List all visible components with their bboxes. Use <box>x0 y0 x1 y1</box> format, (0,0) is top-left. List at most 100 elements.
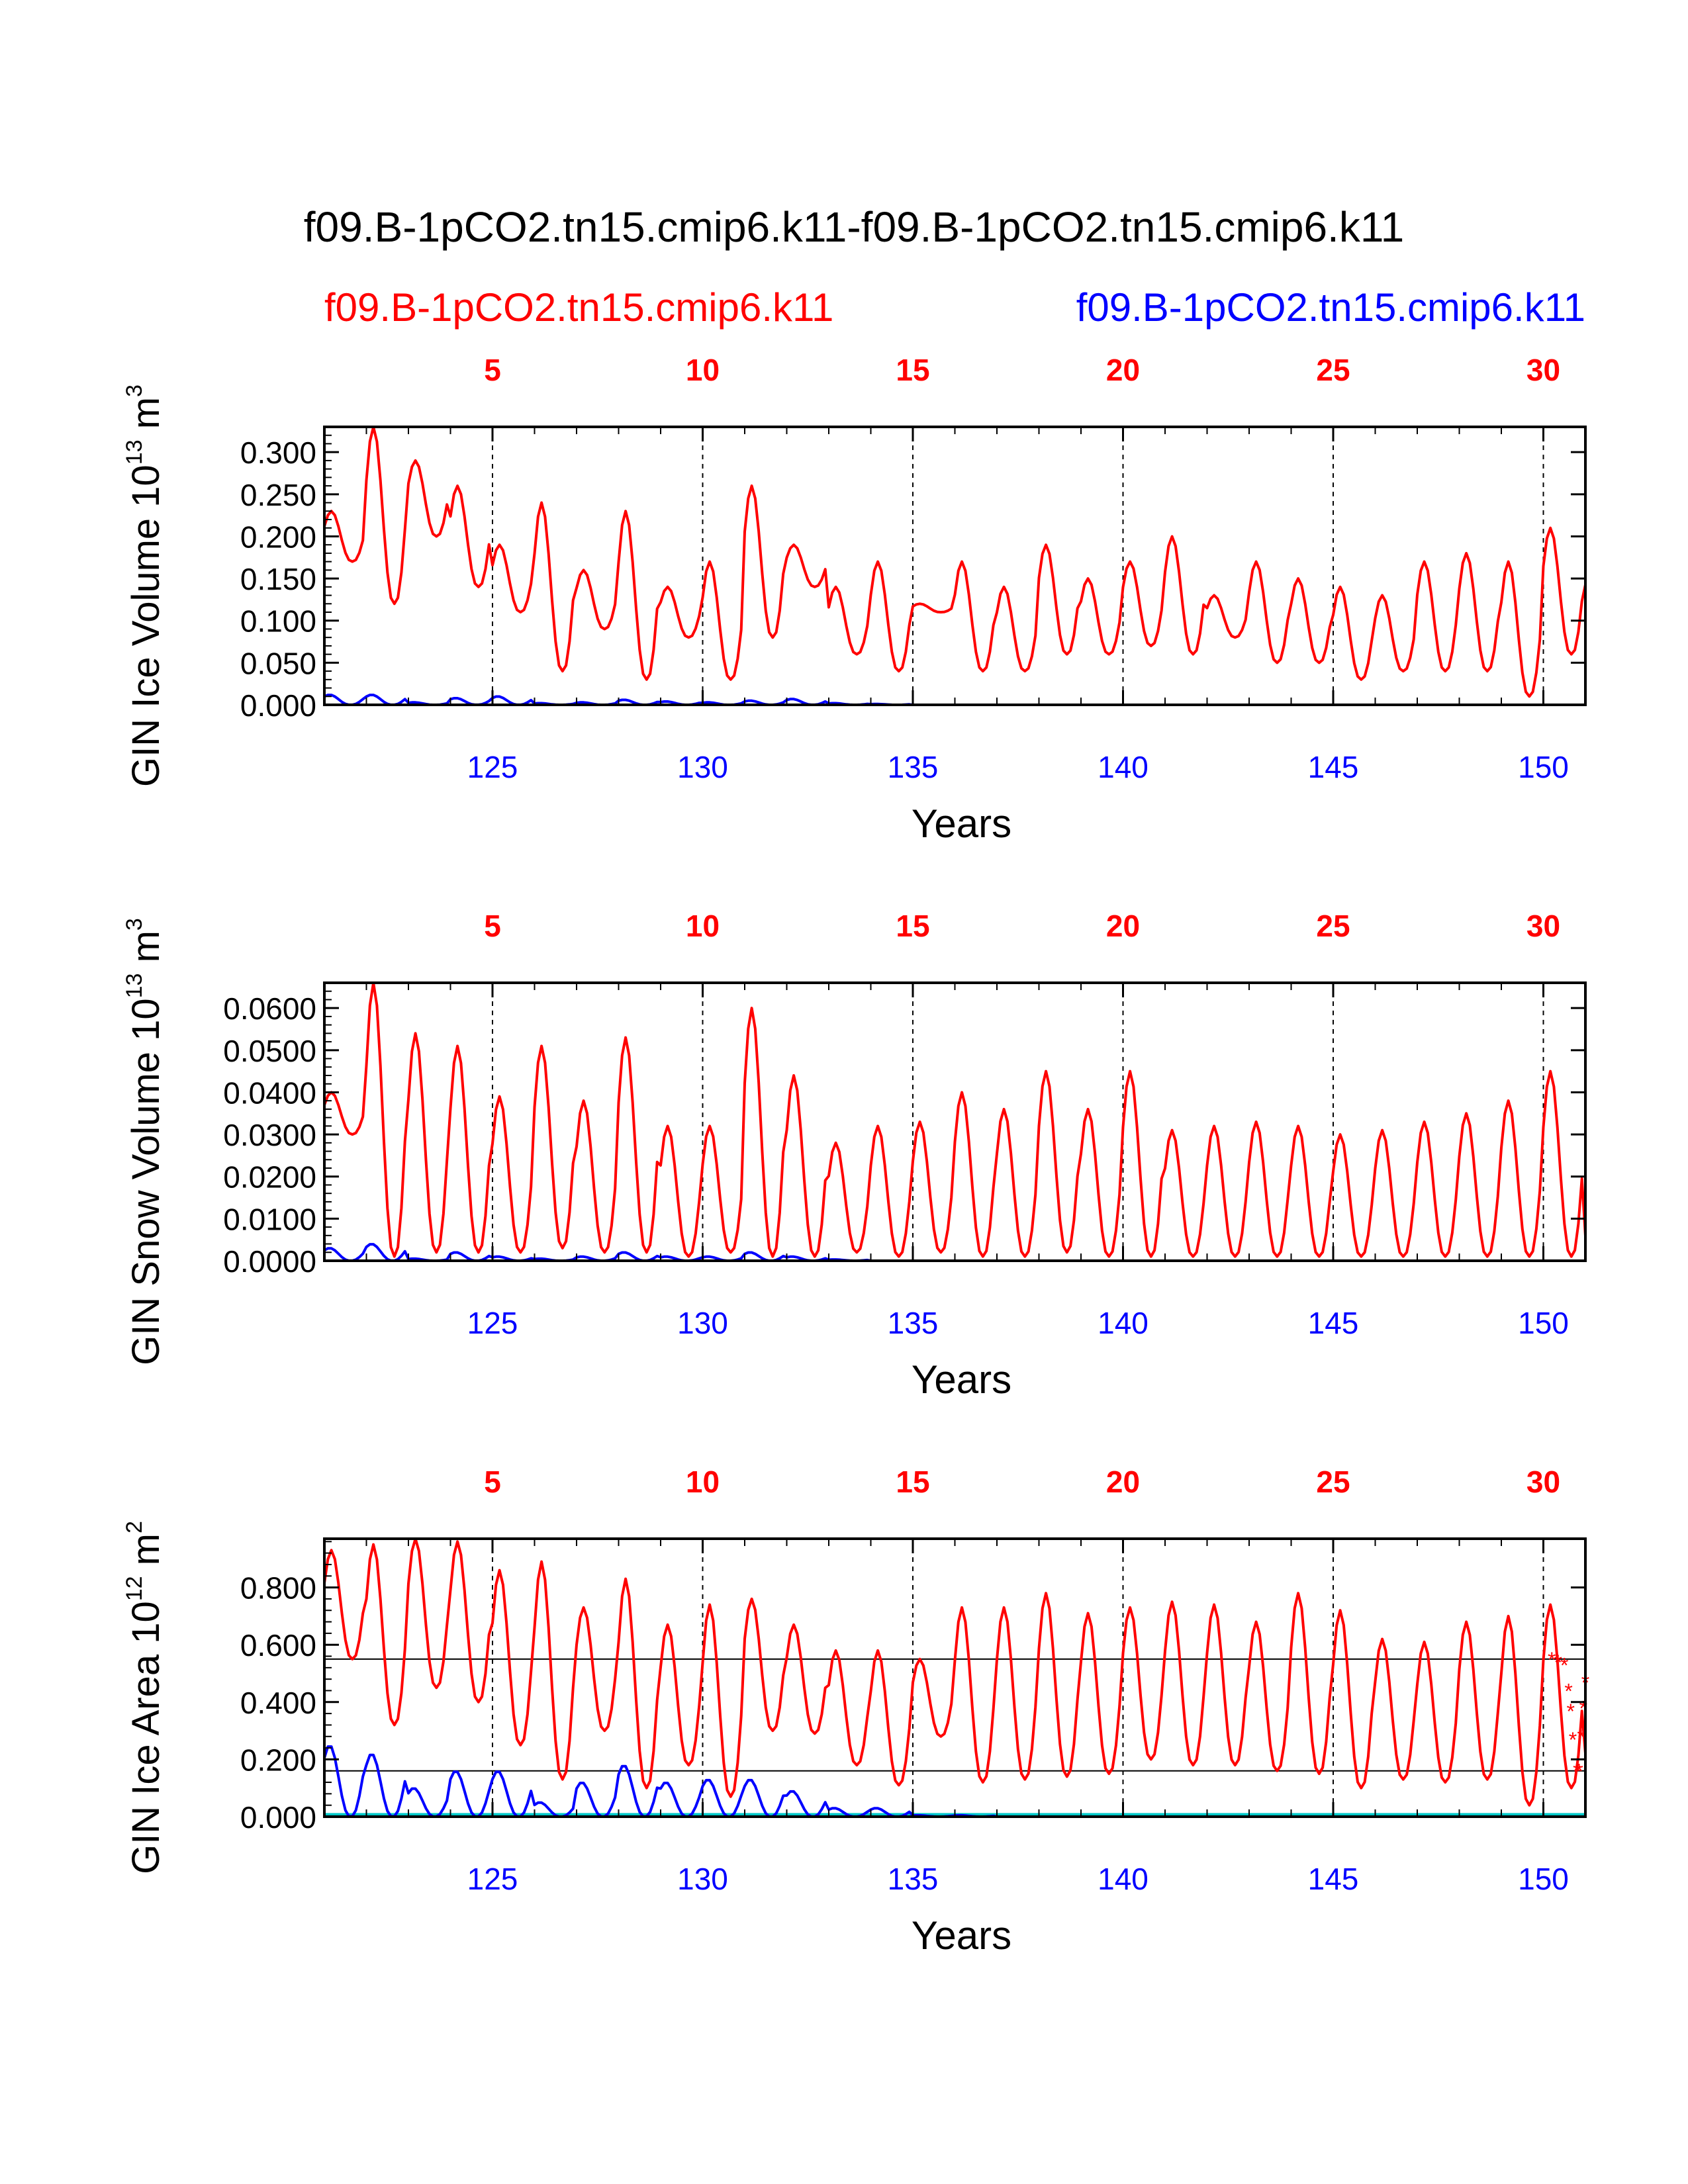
y-axis-label-unit-exponent: 2 <box>122 1521 147 1533</box>
panel-ice-area: ***********0.0000.2000.4000.6000.8001255… <box>122 1465 1589 1958</box>
xtick-top-label-10: 10 <box>686 353 720 387</box>
xtick-label-125: 125 <box>467 1862 518 1896</box>
y-axis-label-unit-exponent: 3 <box>122 918 147 931</box>
y-axis-label-exponent: 13 <box>122 974 147 999</box>
xtick-label-150: 150 <box>1518 750 1569 784</box>
ytick-label-0: 0.000 <box>240 1800 316 1835</box>
y-axis-label-text: GIN Ice Area 10 <box>124 1601 167 1874</box>
plot-frame <box>323 1537 1587 1818</box>
xtick-top-label-5: 5 <box>484 909 501 943</box>
y-axis-label: GIN Ice Volume 1013 m3 <box>122 385 167 787</box>
ytick-label-5: 0.250 <box>240 478 316 512</box>
plot-frame <box>323 426 1587 706</box>
xtick-label-130: 130 <box>677 1862 728 1896</box>
case-label-left: f09.B-1pCO2.tn15.cmip6.k11 <box>324 285 833 330</box>
xtick-top-label-10: 10 <box>686 1465 720 1499</box>
ytick-label-1: 0.0100 <box>223 1202 316 1236</box>
series-group <box>324 1539 1585 1817</box>
xtick-top-label-20: 20 <box>1106 909 1140 943</box>
series-line-1 <box>324 1539 1585 1807</box>
y-axis-label-unit: m <box>124 931 167 973</box>
xtick-label-135: 135 <box>888 750 939 784</box>
xtick-top-label-30: 30 <box>1526 1465 1560 1499</box>
xtick-label-150: 150 <box>1518 1862 1569 1896</box>
xtick-label-130: 130 <box>677 1306 728 1340</box>
xtick-label-125: 125 <box>467 750 518 784</box>
ytick-label-0: 0.000 <box>240 688 316 723</box>
xtick-label-145: 145 <box>1308 750 1359 784</box>
xtick-label-140: 140 <box>1098 750 1149 784</box>
xtick-label-130: 130 <box>677 750 728 784</box>
xtick-top-label-20: 20 <box>1106 1465 1140 1499</box>
xtick-label-145: 145 <box>1308 1306 1359 1340</box>
xtick-label-145: 145 <box>1308 1862 1359 1896</box>
ytick-label-3: 0.600 <box>240 1628 316 1662</box>
xtick-top-label-15: 15 <box>896 909 929 943</box>
y-axis-label-unit: m <box>124 397 167 439</box>
observation-marker-3: * <box>1564 1679 1572 1703</box>
ytick-label-0: 0.0000 <box>223 1244 316 1279</box>
ytick-label-1: 0.050 <box>240 646 316 680</box>
xtick-top-label-30: 30 <box>1526 353 1560 387</box>
xtick-top-label-30: 30 <box>1526 909 1560 943</box>
series-group <box>324 427 1585 705</box>
observation-marker-5: * <box>1569 1728 1577 1752</box>
xtick-top-label-15: 15 <box>896 353 929 387</box>
series-line-2 <box>324 1243 1585 1261</box>
y-axis-label-text: GIN Ice Volume 10 <box>124 465 167 787</box>
ytick-label-6: 0.0600 <box>223 991 316 1026</box>
ytick-label-1: 0.200 <box>240 1743 316 1777</box>
series-line-1 <box>324 983 1585 1258</box>
panel-ice-volume: 0.000 0.050 0.100 0.150 0.200 0.250 0.300 125 5 1… <box>122 353 1587 846</box>
xtick-top-label-25: 25 <box>1316 353 1350 387</box>
xtick-label-140: 140 <box>1098 1862 1149 1896</box>
panel-snow-volume: 0.0000 0.0100 0.0200 0.0300 0.0400 0.0500 0.06… <box>122 909 1587 1402</box>
y-axis-label-unit-exponent: 3 <box>122 385 147 397</box>
xtick-label-125: 125 <box>467 1306 518 1340</box>
xtick-top-label-10: 10 <box>686 909 720 943</box>
ytick-label-5: 0.0500 <box>223 1034 316 1068</box>
ytick-label-3: 0.0300 <box>223 1118 316 1152</box>
ytick-label-2: 0.100 <box>240 604 316 639</box>
case-label-right: f09.B-1pCO2.tn15.cmip6.k11 <box>1076 285 1585 330</box>
x-axis-label: Years <box>912 801 1011 846</box>
y-axis-label-exponent: 13 <box>122 439 147 465</box>
ytick-label-4: 0.200 <box>240 520 316 554</box>
xtick-label-135: 135 <box>888 1306 939 1340</box>
observation-marker-7: * <box>1575 1760 1583 1784</box>
observation-marker-0: * <box>1548 1648 1556 1672</box>
series-line-2 <box>324 1745 1585 1817</box>
y-axis-label: GIN Snow Volume 1013 m3 <box>122 918 167 1365</box>
y-axis-label-unit: m <box>124 1533 167 1576</box>
observation-marker-4: * <box>1567 1700 1575 1723</box>
ytick-label-4: 0.0400 <box>223 1075 316 1110</box>
xtick-top-label-15: 15 <box>896 1465 929 1499</box>
xtick-top-label-5: 5 <box>484 353 501 387</box>
observation-marker-1: * <box>1554 1651 1562 1674</box>
y-axis-label: GIN Ice Area 1012 m2 <box>122 1521 167 1874</box>
ytick-label-3: 0.150 <box>240 562 316 596</box>
observation-marker-2: * <box>1560 1654 1568 1678</box>
series-group <box>324 983 1585 1261</box>
ytick-label-2: 0.0200 <box>223 1160 316 1195</box>
observation-marker-6: * <box>1573 1760 1581 1784</box>
series-line-2 <box>324 694 1585 705</box>
xtick-label-140: 140 <box>1098 1306 1149 1340</box>
y-axis-label-exponent: 12 <box>122 1576 147 1601</box>
xtick-top-label-20: 20 <box>1106 353 1140 387</box>
x-axis-label: Years <box>912 1357 1011 1402</box>
y-axis-label-text: GIN Snow Volume 10 <box>124 998 167 1365</box>
xtick-label-150: 150 <box>1518 1306 1569 1340</box>
ytick-label-4: 0.800 <box>240 1571 316 1606</box>
ytick-label-6: 0.300 <box>240 435 316 470</box>
xtick-top-label-25: 25 <box>1316 909 1350 943</box>
xtick-top-label-25: 25 <box>1316 1465 1350 1499</box>
ytick-label-2: 0.400 <box>240 1686 316 1720</box>
figure-title: f09.B-1pCO2.tn15.cmip6.k11-f09.B-1pCO2.t… <box>304 203 1405 251</box>
xtick-label-135: 135 <box>888 1862 939 1896</box>
series-line-1 <box>324 427 1585 698</box>
observation-marker-8: * <box>1577 1725 1585 1749</box>
x-axis-label: Years <box>912 1913 1011 1958</box>
xtick-top-label-5: 5 <box>484 1465 501 1499</box>
